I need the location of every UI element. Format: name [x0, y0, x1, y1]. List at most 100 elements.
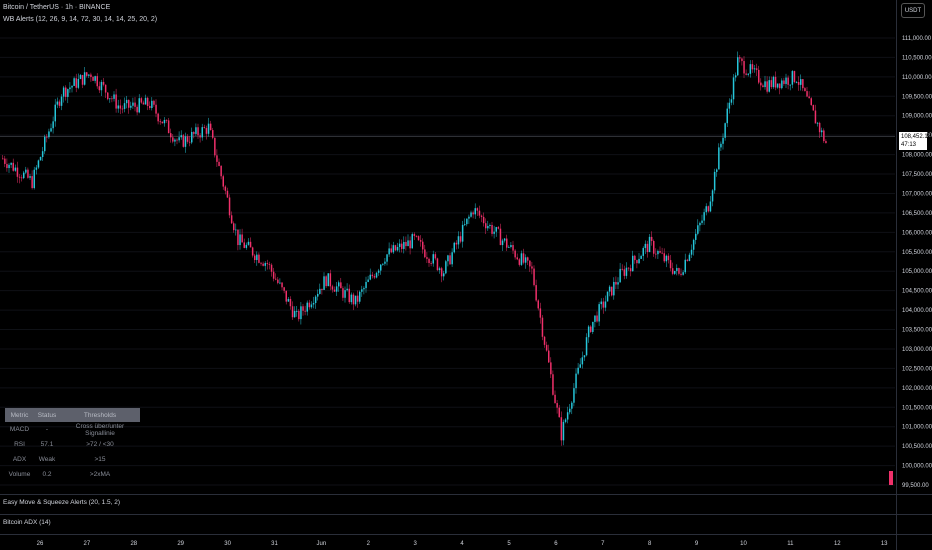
- candle: [329, 273, 332, 287]
- candle: [191, 131, 193, 143]
- candle: [587, 326, 590, 338]
- indicator-title[interactable]: WB Alerts (12, 26, 9, 14, 72, 30, 14, 14…: [3, 16, 158, 23]
- candle: [77, 78, 80, 88]
- status-header: Status: [34, 408, 60, 422]
- candle: [392, 245, 395, 253]
- candle: [793, 71, 796, 83]
- candle: [789, 84, 791, 86]
- candle: [138, 98, 140, 113]
- candle: [245, 244, 248, 248]
- candle: [117, 105, 119, 109]
- candle: [149, 105, 151, 109]
- candle: [275, 278, 277, 280]
- candle: [180, 135, 182, 138]
- candle: [615, 281, 617, 285]
- price-tick-label: 107,500.00: [902, 172, 932, 178]
- candle: [535, 285, 537, 301]
- candle: [361, 289, 363, 292]
- time-tick-label: Jun: [317, 541, 327, 547]
- candle: [102, 81, 105, 85]
- candle: [237, 229, 239, 246]
- candle: [493, 231, 495, 234]
- candle: [300, 306, 302, 320]
- candle: [41, 151, 44, 158]
- candle: [770, 80, 773, 88]
- candle: [216, 155, 218, 162]
- candle: [657, 250, 659, 255]
- candle: [545, 344, 548, 351]
- candle: [638, 258, 640, 264]
- adx-pane-label[interactable]: Bitcoin ADX (14): [3, 519, 51, 526]
- candle: [226, 190, 229, 198]
- pane-divider[interactable]: [0, 494, 932, 495]
- candle: [640, 255, 642, 259]
- candle: [600, 301, 602, 305]
- candle: [611, 286, 613, 296]
- candle: [363, 288, 365, 290]
- candle: [527, 257, 529, 261]
- candle: [468, 216, 470, 219]
- candle: [644, 243, 647, 249]
- candle: [209, 123, 212, 131]
- candle: [115, 94, 117, 109]
- time-axis-divider: [0, 534, 932, 535]
- candle: [661, 252, 663, 254]
- candle: [426, 257, 428, 259]
- table-row: RSI 57.1 >72 / <30: [5, 437, 140, 452]
- threshold-cell: >15: [94, 456, 106, 463]
- candle: [167, 120, 170, 134]
- threshold-cell: Cross über/unter Signallinie: [75, 422, 125, 437]
- candle: [327, 273, 329, 287]
- candle: [340, 282, 342, 289]
- candle: [720, 143, 722, 148]
- candle: [514, 250, 516, 258]
- time-tick-label: 8: [648, 541, 652, 547]
- candle: [436, 258, 439, 271]
- candle: [266, 263, 269, 265]
- candle: [352, 294, 355, 305]
- candle: [29, 176, 31, 178]
- candle: [480, 215, 483, 217]
- candle: [136, 106, 138, 113]
- candle: [58, 101, 61, 106]
- candle: [797, 82, 800, 85]
- candle: [474, 208, 476, 215]
- pane-divider[interactable]: [0, 514, 932, 515]
- candle: [522, 253, 525, 263]
- candle: [680, 273, 682, 275]
- candle: [398, 243, 401, 247]
- candle: [272, 271, 275, 279]
- candle: [785, 77, 787, 84]
- candle: [760, 82, 762, 86]
- candle: [594, 315, 596, 322]
- candle: [377, 270, 380, 273]
- candle: [449, 255, 451, 265]
- currency-badge[interactable]: USDT: [901, 3, 925, 18]
- candle: [270, 264, 273, 272]
- candle: [795, 82, 798, 83]
- price-tick-label: 100,000.00: [902, 464, 932, 470]
- candle: [350, 294, 353, 303]
- symbol-title: Bitcoin / TetherUS · 1h · BINANCE: [3, 4, 111, 11]
- candle: [539, 308, 542, 318]
- table-row: ADX Weak >15: [5, 452, 140, 467]
- candle: [751, 64, 754, 70]
- candle: [629, 268, 632, 272]
- candle: [470, 212, 472, 217]
- candle: [205, 127, 208, 134]
- candle: [285, 290, 287, 302]
- candle: [90, 74, 92, 77]
- candle: [667, 255, 670, 261]
- candle: [37, 160, 40, 168]
- candle: [650, 236, 653, 241]
- candle: [808, 96, 810, 99]
- price-tick-label: 105,000.00: [902, 269, 932, 275]
- status-cell: 57.1: [40, 441, 54, 448]
- candle: [566, 412, 569, 420]
- candle: [249, 241, 252, 248]
- candle: [447, 255, 449, 262]
- squeeze-pane-label[interactable]: Easy Move & Squeeze Alerts (20, 1.5, 2): [3, 499, 121, 506]
- candle: [596, 315, 598, 322]
- candle: [92, 76, 94, 81]
